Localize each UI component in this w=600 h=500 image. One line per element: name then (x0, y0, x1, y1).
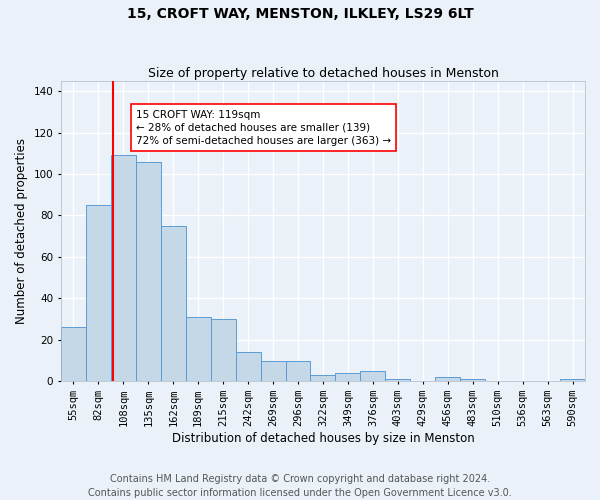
Bar (460, 379, 485, 382)
Text: Contains HM Land Registry data © Crown copyright and database right 2024.
Contai: Contains HM Land Registry data © Crown c… (88, 474, 512, 498)
Y-axis label: Number of detached properties: Number of detached properties (15, 138, 28, 324)
Text: 15, CROFT WAY, MENSTON, ILKLEY, LS29 6LT: 15, CROFT WAY, MENSTON, ILKLEY, LS29 6LT (127, 8, 473, 22)
Bar (435, 377, 460, 382)
Bar (211, 319, 236, 382)
Bar (136, 162, 161, 382)
Bar (560, 379, 585, 382)
Bar (286, 360, 310, 382)
Bar (236, 352, 260, 382)
Title: Size of property relative to detached houses in Menston: Size of property relative to detached ho… (148, 66, 499, 80)
Bar (310, 375, 335, 382)
Bar (86, 205, 111, 382)
Bar (385, 379, 410, 382)
Bar (111, 156, 136, 382)
Bar (186, 317, 211, 382)
Bar (260, 360, 286, 382)
Bar (335, 373, 361, 382)
X-axis label: Distribution of detached houses by size in Menston: Distribution of detached houses by size … (172, 432, 475, 445)
Bar (161, 226, 186, 382)
Bar (61, 328, 86, 382)
Text: 15 CROFT WAY: 119sqm
← 28% of detached houses are smaller (139)
72% of semi-deta: 15 CROFT WAY: 119sqm ← 28% of detached h… (136, 110, 391, 146)
Bar (361, 371, 385, 382)
